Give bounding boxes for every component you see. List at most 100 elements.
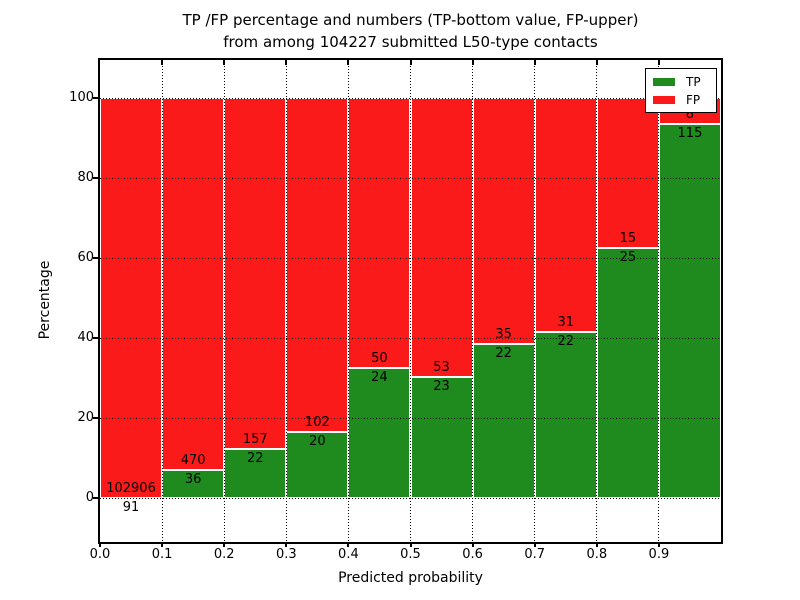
y-tick-mark <box>93 417 98 419</box>
x-tick-mark-top <box>161 60 164 65</box>
gridline-vertical <box>472 60 474 542</box>
gridline-vertical <box>596 60 598 542</box>
bar-segment-tp <box>224 449 287 498</box>
x-tick-label: 0.8 <box>586 547 608 562</box>
x-tick-mark <box>347 542 350 547</box>
bar-segment-fp <box>162 98 225 470</box>
bar-label-tp: 22 <box>495 346 512 361</box>
legend-item-tp: TP <box>653 76 710 88</box>
bar-segment-fp <box>286 98 349 432</box>
bar-segment-fp <box>596 98 659 248</box>
x-tick-label: 0.6 <box>462 547 483 562</box>
bar-label-tp: 20 <box>309 434 326 449</box>
bar-label-tp: 36 <box>184 472 202 487</box>
bar-label-fp: 470 <box>180 453 206 468</box>
bar-segment-tp <box>596 248 659 498</box>
x-tick-label: 0.0 <box>89 547 111 562</box>
x-tick-label: 0.5 <box>400 547 421 562</box>
bar-segment-fp <box>100 98 163 498</box>
x-tick-mark <box>161 542 164 547</box>
y-tick-label: 80 <box>77 170 94 185</box>
chart-title-line2: from among 104227 submitted L50-type con… <box>223 33 598 51</box>
bar-label-fp: 8 <box>685 107 695 122</box>
bar-label-fp: 50 <box>371 351 388 366</box>
bar-label-tp: 25 <box>619 250 637 265</box>
bar-segment-fp <box>224 98 287 449</box>
legend-item-fp: FP <box>653 94 710 106</box>
y-tick-label: 60 <box>77 250 94 265</box>
bar-segment-fp <box>472 98 535 344</box>
bar-segment-fp <box>410 98 473 377</box>
bar-label-tp: 23 <box>433 379 450 394</box>
y-tick-label: 40 <box>77 330 94 345</box>
bar-label-fp: 31 <box>557 315 575 330</box>
x-tick-mark-top <box>471 60 474 65</box>
x-tick-mark-top <box>595 60 598 65</box>
y-tick-label: 0 <box>85 490 94 505</box>
x-tick-mark <box>99 542 101 547</box>
bar-label-fp: 35 <box>495 327 512 342</box>
bar-label-fp: 15 <box>619 231 637 246</box>
bar-label-fp: 157 <box>242 432 268 447</box>
bar-label-fp: 102906 <box>106 481 156 496</box>
bar-label-fp: 102 <box>304 415 330 430</box>
gridline-vertical <box>410 60 411 542</box>
x-tick-mark <box>409 542 412 547</box>
tp-color-swatch <box>653 77 675 86</box>
bar-label-tp: 91 <box>122 500 140 515</box>
x-tick-mark <box>471 542 474 547</box>
x-tick-mark <box>223 542 226 547</box>
fp-color-swatch <box>653 95 675 104</box>
x-tick-mark-top <box>409 60 412 65</box>
bar-label-tp: 115 <box>677 126 703 141</box>
bar-label-tp: 24 <box>371 370 388 385</box>
gridline-vertical <box>347 60 349 542</box>
gridline-vertical <box>534 60 536 542</box>
legend-label-tp: TP <box>686 74 701 89</box>
x-tick-mark-top <box>533 60 536 65</box>
bar-segment-tp <box>472 344 535 498</box>
gridline-vertical <box>223 60 225 542</box>
y-tick-mark <box>93 257 98 259</box>
y-tick-mark <box>93 177 98 179</box>
x-tick-mark-top <box>285 60 288 65</box>
bar-segment-tp <box>348 368 411 498</box>
x-tick-mark-top <box>657 60 660 65</box>
legend-label-fp: FP <box>686 92 701 107</box>
x-tick-label: 0.4 <box>338 547 359 562</box>
bar-label-tp: 22 <box>246 451 264 466</box>
bar-segment-tp <box>410 377 473 498</box>
x-tick-mark-top <box>223 60 226 65</box>
x-tick-mark <box>533 542 536 547</box>
chart-title-line1: TP /FP percentage and numbers (TP-bottom… <box>182 11 639 29</box>
y-tick-label: 20 <box>77 410 94 425</box>
bar-label-tp: 22 <box>557 334 575 349</box>
bar-segment-fp <box>534 98 597 332</box>
bar-segment-tp <box>658 124 721 498</box>
y-tick-label: 100 <box>69 90 94 105</box>
x-tick-mark <box>285 542 288 547</box>
x-tick-mark-top <box>347 60 350 65</box>
y-tick-mark <box>93 497 98 499</box>
bar-segment-tp <box>162 470 225 498</box>
x-tick-label: 0.1 <box>151 547 173 562</box>
bar-segment-tp <box>534 332 597 498</box>
x-tick-label: 0.2 <box>213 547 235 562</box>
gridline-vertical <box>285 60 287 542</box>
x-axis-title: Predicted probability <box>338 570 483 586</box>
bar-segment-fp <box>348 98 411 368</box>
x-tick-label: 0.3 <box>275 547 297 562</box>
y-axis-title: Percentage <box>37 260 53 340</box>
x-tick-mark <box>595 542 598 547</box>
gridline-vertical <box>161 60 163 542</box>
x-tick-mark <box>657 542 660 547</box>
x-tick-label: 0.7 <box>524 547 546 562</box>
gridline-vertical <box>658 60 660 542</box>
x-tick-label: 0.9 <box>648 547 670 562</box>
bar-label-fp: 53 <box>433 360 450 375</box>
legend: TP FP <box>645 68 717 113</box>
y-tick-mark <box>93 97 98 99</box>
bar-segment-tp <box>286 432 349 498</box>
y-tick-mark <box>93 337 98 339</box>
